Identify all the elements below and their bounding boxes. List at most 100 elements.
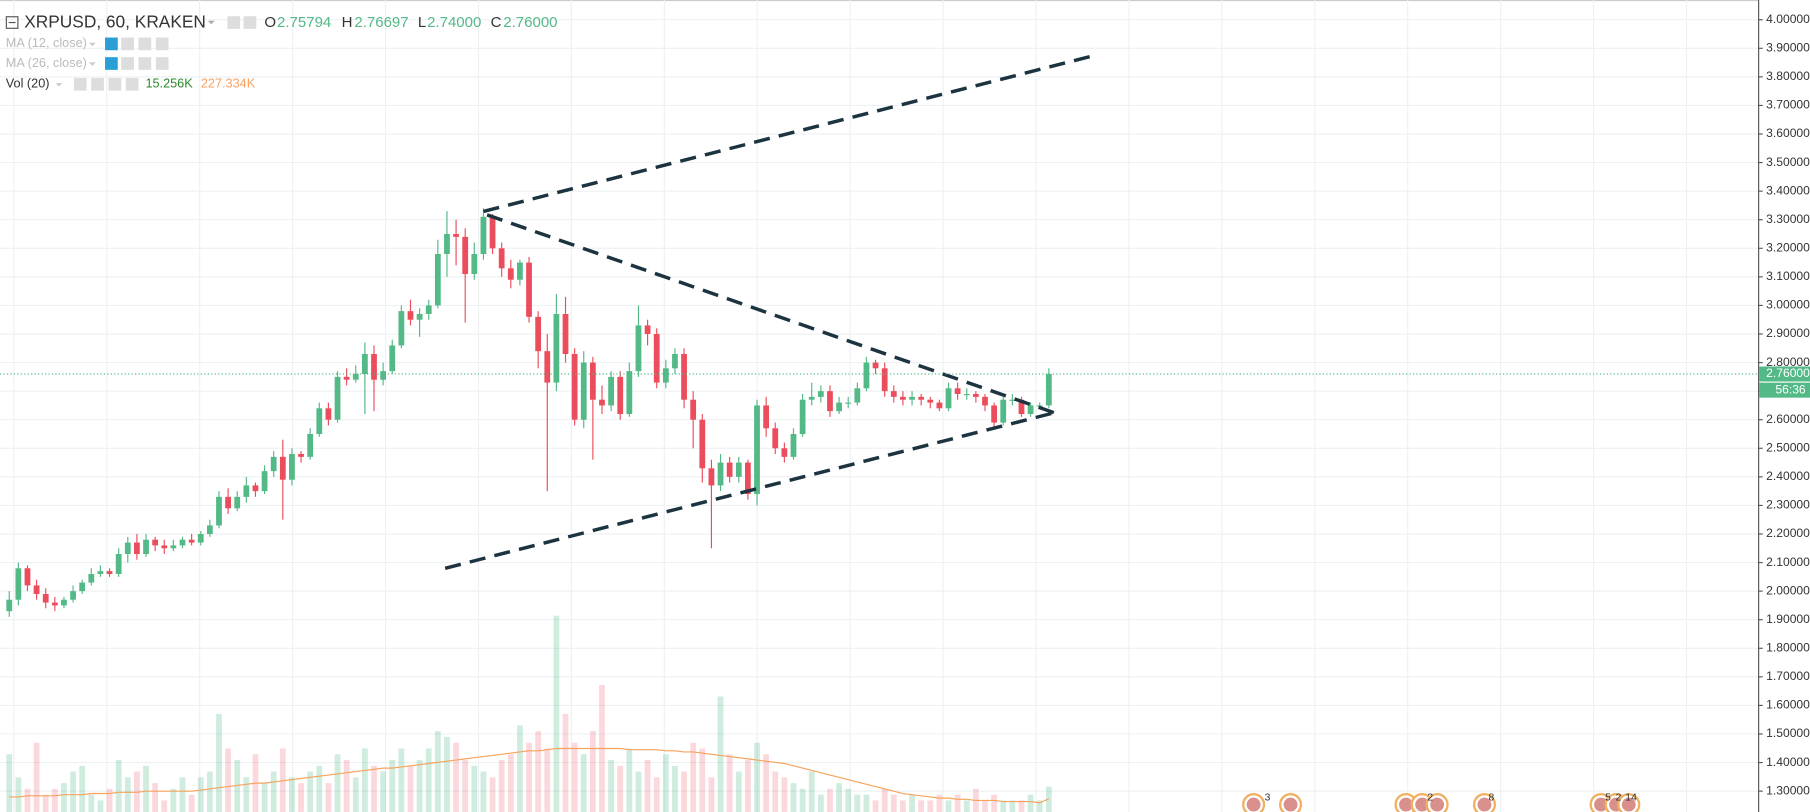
candle-body bbox=[626, 371, 633, 414]
dropdown[interactable] bbox=[88, 62, 96, 66]
candle-body bbox=[61, 599, 67, 606]
candle-body bbox=[106, 571, 113, 574]
candle-body bbox=[745, 462, 751, 494]
candle-body bbox=[690, 399, 697, 420]
volume-bar bbox=[51, 788, 58, 812]
trendline[interactable] bbox=[483, 53, 1095, 214]
drawings: 3 2 8 5 2 14 bbox=[0, 53, 1759, 812]
candle-body bbox=[462, 236, 469, 275]
volume-bar bbox=[881, 788, 888, 812]
icon[interactable] bbox=[121, 57, 134, 70]
candle-body bbox=[763, 405, 770, 429]
volume-bar bbox=[1009, 800, 1016, 812]
indicator-name: MA (12, close) bbox=[6, 36, 87, 50]
volume-bar bbox=[681, 771, 687, 812]
icon[interactable] bbox=[138, 57, 152, 70]
icon[interactable] bbox=[91, 77, 104, 91]
icon[interactable] bbox=[108, 77, 122, 91]
y-tick-label: 4.00000 bbox=[1766, 12, 1810, 26]
candle-body bbox=[407, 311, 414, 320]
candle-body bbox=[845, 402, 852, 404]
volume-bar bbox=[88, 794, 95, 812]
volume-bar bbox=[362, 748, 368, 812]
volume-bar bbox=[425, 748, 432, 812]
dropdown[interactable] bbox=[55, 83, 63, 87]
icon[interactable] bbox=[105, 37, 118, 51]
icon[interactable] bbox=[243, 16, 257, 29]
y-tick-label: 3.70000 bbox=[1766, 98, 1810, 112]
volume-bar bbox=[1018, 800, 1025, 812]
candle-body bbox=[544, 351, 551, 383]
y-tick-label: 2.60000 bbox=[1766, 412, 1810, 426]
y-tick-label: 3.10000 bbox=[1766, 269, 1810, 283]
volume-bar bbox=[945, 800, 952, 812]
candle-body bbox=[206, 525, 213, 534]
ohlc-value: 2.74000 bbox=[427, 14, 481, 31]
volume-bar bbox=[836, 783, 842, 812]
menu-box[interactable] bbox=[5, 16, 19, 29]
volume-bar bbox=[298, 783, 304, 812]
trendline[interactable] bbox=[444, 410, 1057, 570]
volume-bar bbox=[371, 765, 377, 812]
icon[interactable] bbox=[73, 77, 87, 91]
candle-body bbox=[735, 462, 742, 477]
y-tick-label: 1.90000 bbox=[1766, 612, 1810, 626]
event-count: 5 bbox=[1605, 792, 1611, 803]
dropdown[interactable] bbox=[88, 42, 96, 47]
dropdown[interactable] bbox=[207, 20, 215, 25]
ohlc-key: O bbox=[264, 14, 276, 31]
volume-bar bbox=[544, 748, 551, 812]
volume-bar bbox=[380, 771, 387, 812]
candle-body bbox=[498, 248, 505, 269]
icon[interactable] bbox=[138, 37, 152, 51]
icon[interactable] bbox=[121, 37, 134, 51]
candle-body bbox=[708, 468, 715, 486]
volume-bar bbox=[845, 788, 852, 812]
candle-body bbox=[225, 496, 231, 509]
volume-bar bbox=[1027, 794, 1034, 812]
volume-bar bbox=[471, 765, 478, 812]
candle-body bbox=[1000, 399, 1007, 423]
volume-bar bbox=[991, 794, 998, 812]
volume-bar bbox=[416, 760, 423, 812]
candle-body bbox=[489, 216, 496, 249]
icon[interactable] bbox=[125, 77, 139, 91]
candle-body bbox=[699, 419, 706, 469]
header: XRPUSD, 60, KRAKEN MA (12, close) MA (26… bbox=[5, 12, 558, 91]
candle-body bbox=[653, 334, 660, 383]
icon[interactable] bbox=[155, 37, 169, 51]
volume-bar bbox=[143, 765, 149, 812]
icon[interactable] bbox=[155, 57, 169, 70]
y-tick-label: 1.40000 bbox=[1766, 755, 1810, 769]
candle-body bbox=[754, 405, 760, 494]
icon[interactable] bbox=[105, 57, 118, 70]
event-flag bbox=[1283, 797, 1298, 812]
volume-bar bbox=[407, 765, 414, 812]
volume-bar bbox=[33, 742, 40, 812]
candle-body bbox=[197, 533, 204, 543]
candle-body bbox=[644, 325, 651, 335]
volume-bar bbox=[334, 754, 341, 812]
candle-body bbox=[471, 254, 478, 275]
candle-body bbox=[562, 314, 569, 355]
volume-bar bbox=[982, 800, 988, 812]
volume-bar bbox=[890, 794, 897, 812]
event-flag bbox=[1415, 797, 1430, 812]
y-tick-label: 2.30000 bbox=[1766, 498, 1810, 512]
candle-body bbox=[890, 391, 897, 397]
candle-body bbox=[70, 591, 76, 600]
volume-bar bbox=[316, 765, 323, 812]
candle-body bbox=[179, 539, 186, 546]
candle-body bbox=[298, 453, 304, 457]
volume-ma-line bbox=[9, 747, 1050, 804]
volume-bar bbox=[1036, 800, 1043, 812]
candle-body bbox=[945, 388, 952, 409]
y-tick-label: 2.90000 bbox=[1766, 326, 1810, 340]
volume-bar bbox=[827, 788, 833, 812]
indicator-name: Vol (20) bbox=[6, 77, 50, 91]
icon[interactable] bbox=[227, 16, 241, 29]
y-tick-label: 2.80000 bbox=[1766, 355, 1810, 369]
y-tick-label: 1.30000 bbox=[1766, 783, 1810, 797]
